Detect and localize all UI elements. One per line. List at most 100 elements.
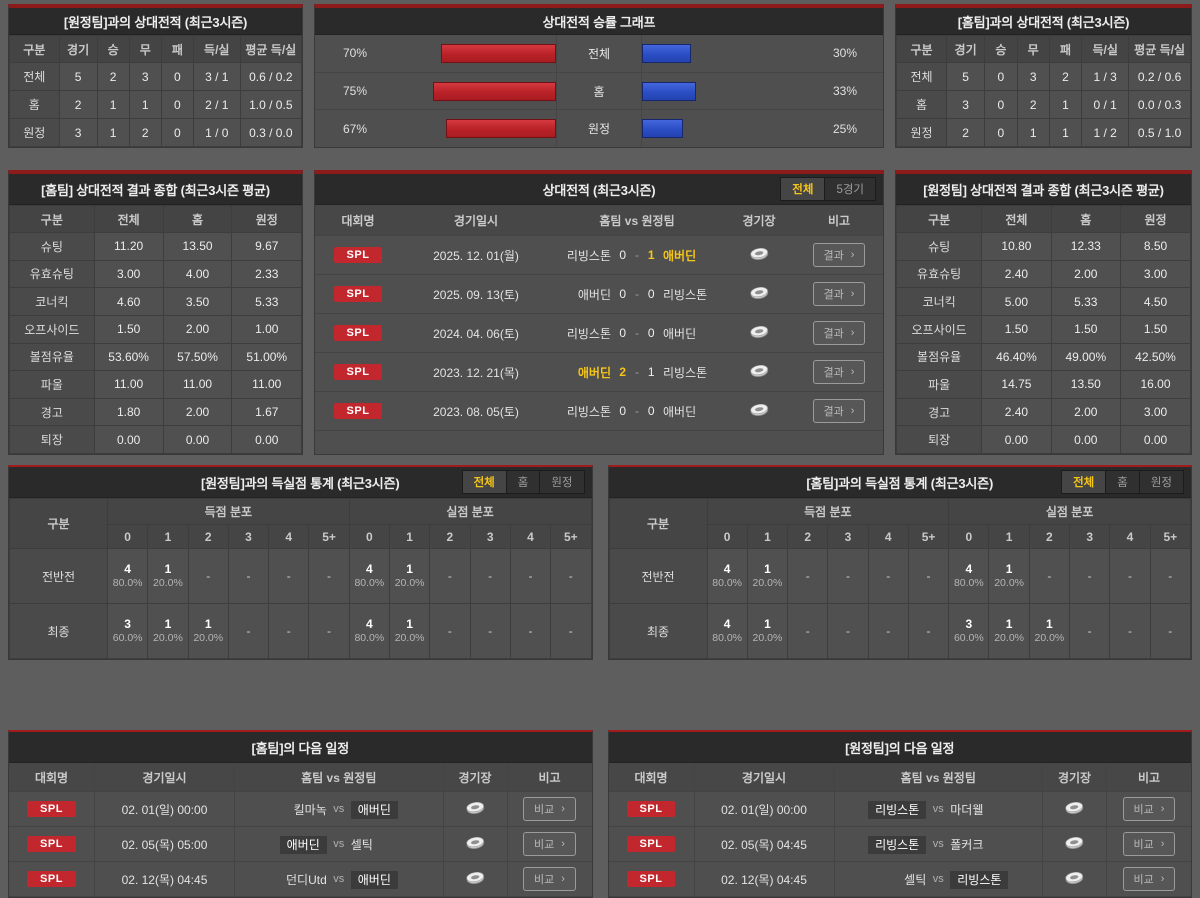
stat-value: 3 / 1 bbox=[192, 62, 241, 91]
stat-value: 1.50 bbox=[1050, 314, 1122, 344]
score-separator: - bbox=[635, 287, 639, 301]
stat-value: 1 / 0 bbox=[192, 118, 241, 147]
stadium-cell bbox=[1043, 827, 1107, 861]
table-row: 유효슈팅 2.40 2.00 3.00 bbox=[895, 259, 1191, 289]
column-header: 전체 bbox=[981, 205, 1052, 233]
row-label: 홈 bbox=[896, 90, 947, 119]
score-count-header-row: 0 1 2 3 4 5+ 0 1 2 3 4 5+ bbox=[10, 524, 592, 549]
panel-goals-vs-away: [원정팀]과의 득실점 통계 (최근3시즌) 전체 홈 원정 구분 득점 분포 실점 분… bbox=[8, 465, 593, 660]
record-vs-home-table: 구분 경기 승 무 패 득/실 평균 득/실 전체 5 0 3 2 1 / 3 0.2 / 0.6 홈 3 0 2… bbox=[896, 35, 1191, 147]
tab-3[interactable]: 원정 bbox=[1138, 471, 1183, 493]
count-value: 1 bbox=[164, 617, 172, 631]
stadium-icon[interactable] bbox=[1063, 868, 1087, 889]
count-value: 1 bbox=[1005, 617, 1013, 631]
column-header: 대회명 bbox=[609, 763, 695, 791]
h2h-match-row: SPL 2024. 04. 06(토) 리빙스톤 0-0 애버딘 결과 › bbox=[315, 314, 883, 353]
team-label: 리빙스톤 bbox=[950, 870, 1009, 889]
stat-value: 4.00 bbox=[162, 259, 233, 289]
count-value: 1 bbox=[764, 617, 771, 631]
percent-value: 20.0% bbox=[153, 632, 183, 644]
stadium-icon[interactable] bbox=[747, 322, 771, 343]
result-button[interactable]: 결과 › bbox=[812, 360, 866, 384]
stadium-icon[interactable] bbox=[463, 798, 487, 819]
distribution-cell: - bbox=[1149, 603, 1192, 659]
result-button[interactable]: 결과 › bbox=[812, 321, 866, 345]
tab-1[interactable]: 전체 bbox=[462, 471, 506, 493]
score-count-header: 3 bbox=[469, 524, 511, 549]
distribution-cell: - bbox=[227, 548, 270, 604]
panel-header: [홈팀] 상대전적 결과 종합 (최근3시즌 평균) bbox=[9, 174, 302, 205]
distribution-cell: - bbox=[787, 603, 829, 659]
stadium-icon[interactable] bbox=[747, 244, 771, 265]
table-row: 슈팅 10.80 12.33 8.50 bbox=[895, 232, 1191, 261]
compare-button[interactable]: 비교 › bbox=[523, 832, 576, 856]
count-value: 4 bbox=[723, 617, 731, 631]
schedule-header-row: 대회명 경기일시 홈팀 vs 원정팀 경기장 비고 bbox=[9, 763, 592, 792]
stat-value: 5.33 bbox=[1050, 287, 1122, 316]
tab-1[interactable]: 전체 bbox=[1062, 471, 1106, 493]
h2h-match-row: SPL 2025. 12. 01(월) 리빙스톤 0-1 애버딘 결과 › bbox=[315, 236, 883, 275]
goals-vs-away-tab-group: 전체 홈 원정 bbox=[461, 470, 585, 494]
home-team-name: 리빙스톤 bbox=[566, 404, 611, 419]
tab-2[interactable]: 5경기 bbox=[824, 178, 875, 200]
stadium-icon[interactable] bbox=[463, 833, 487, 854]
stat-value: 0 bbox=[160, 62, 194, 91]
column-header: 경기장 bbox=[444, 763, 508, 791]
stadium-cell bbox=[444, 862, 508, 896]
compare-button[interactable]: 비교 › bbox=[1122, 797, 1176, 821]
match-teams: 리빙스톤 0-0 애버딘 bbox=[551, 314, 723, 352]
tab-1[interactable]: 전체 bbox=[781, 178, 825, 200]
stat-value: 3 bbox=[128, 62, 162, 91]
action-cell: 결과 › bbox=[795, 392, 883, 430]
count-value: 1 bbox=[764, 562, 771, 576]
table-row: 유효슈팅 3.00 4.00 2.33 bbox=[9, 259, 302, 289]
distribution-cell: 3 60.0% bbox=[106, 603, 149, 659]
tab-3[interactable]: 원정 bbox=[539, 471, 584, 493]
stat-value: 16.00 bbox=[1120, 370, 1191, 399]
stat-value: 42.50% bbox=[1120, 342, 1191, 372]
home-score: 0 bbox=[619, 287, 627, 301]
compare-button[interactable]: 비교 › bbox=[1122, 867, 1176, 891]
result-button[interactable]: 결과 › bbox=[812, 282, 866, 306]
result-button[interactable]: 결과 › bbox=[812, 399, 866, 423]
result-button[interactable]: 결과 › bbox=[812, 243, 866, 267]
stadium-icon[interactable] bbox=[747, 400, 771, 421]
away-winrate-bar bbox=[642, 119, 683, 139]
stat-value: 0 bbox=[160, 118, 194, 147]
compare-button[interactable]: 비교 › bbox=[523, 797, 576, 821]
stadium-icon[interactable] bbox=[747, 283, 771, 304]
stat-value: 1.50 bbox=[981, 314, 1052, 344]
stadium-icon[interactable] bbox=[1063, 798, 1087, 819]
winrate-left-value: 67% bbox=[343, 121, 368, 136]
column-header-row: 구분 경기 승 무 패 득/실 평균 득/실 bbox=[9, 35, 303, 63]
stat-value: 2 bbox=[1016, 90, 1050, 119]
match-teams: 리빙스톤 vs 폴커크 bbox=[835, 827, 1043, 861]
stadium-cell bbox=[723, 353, 795, 391]
panel-header: [원정팀] 상대전적 결과 종합 (최근3시즌 평균) bbox=[896, 174, 1191, 205]
row-label: 경고 bbox=[895, 397, 983, 427]
tab-2[interactable]: 홈 bbox=[1105, 471, 1139, 493]
panel-title: [원정팀]과의 득실점 통계 (최근3시즌) bbox=[201, 475, 400, 491]
count-value: 1 bbox=[1046, 617, 1053, 631]
tab-2[interactable]: 홈 bbox=[505, 471, 540, 493]
compare-button[interactable]: 비교 › bbox=[523, 867, 576, 891]
count-value: 4 bbox=[965, 562, 973, 576]
distribution-cell: - bbox=[907, 548, 950, 604]
stat-value: 1.67 bbox=[231, 397, 302, 427]
column-header: 구분 bbox=[896, 35, 947, 63]
vs-label: vs bbox=[333, 838, 345, 850]
away-team-name: 애버딘 bbox=[663, 248, 697, 263]
stat-value: 0.00 bbox=[93, 425, 164, 454]
stadium-icon[interactable] bbox=[1063, 833, 1087, 854]
distribution-cell: - bbox=[509, 548, 552, 604]
chevron-right-icon: › bbox=[850, 249, 855, 261]
stadium-icon[interactable] bbox=[463, 868, 487, 889]
score-count-header: 3 bbox=[827, 524, 869, 549]
stadium-icon[interactable] bbox=[747, 361, 771, 382]
count-value: 4 bbox=[365, 562, 373, 576]
winrate-right-track bbox=[642, 73, 821, 110]
compare-button[interactable]: 비교 › bbox=[1122, 832, 1176, 856]
middle-row: [홈팀] 상대전적 결과 종합 (최근3시즌 평균) 구분 전체 홈 원정 슈팅 11.2… bbox=[8, 170, 1192, 455]
league-cell: SPL bbox=[609, 862, 695, 896]
stat-value: 13.50 bbox=[1050, 370, 1122, 399]
